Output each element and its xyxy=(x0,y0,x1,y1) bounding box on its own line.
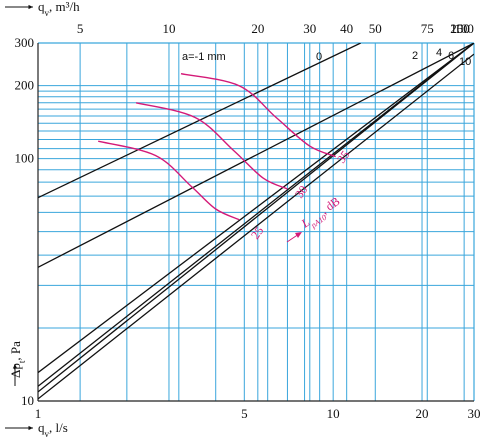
noise-curve-35 xyxy=(180,73,336,158)
x2-tick-label: 20 xyxy=(251,21,264,36)
x-axis-arrow xyxy=(5,425,33,431)
y-tick-label: 300 xyxy=(15,35,35,50)
y-axis-title: Δpt, Pa xyxy=(8,341,27,378)
arrow-head xyxy=(28,425,33,431)
y-axis-arrow xyxy=(12,364,18,386)
grid xyxy=(38,43,474,401)
y-tick-label: 10 xyxy=(21,393,34,408)
line-10 xyxy=(38,53,474,400)
x2-tick-label: 150 xyxy=(450,21,470,36)
labels: 1 5 10 20 305 10 20 30 40 50 75 1001502001010020030… xyxy=(5,0,481,437)
noise-curves xyxy=(98,73,336,221)
x2-tick-label: 75 xyxy=(421,21,434,36)
x-tick-label: 5 xyxy=(241,406,248,421)
plot-frame xyxy=(37,42,475,402)
noise-curve-30 xyxy=(135,102,288,190)
noise-curve-25 xyxy=(98,140,240,221)
noise-arrow-head xyxy=(295,232,302,238)
x2-axis-arrow xyxy=(5,4,33,10)
line-0 xyxy=(38,43,474,268)
x2-tick-label: 200 xyxy=(450,21,470,36)
x2-tick-label: 30 xyxy=(303,21,316,36)
x2-tick-label: 50 xyxy=(369,21,382,36)
x-tick-label: 10 xyxy=(327,406,340,421)
line-label: 0 xyxy=(316,51,322,63)
noise-arrow xyxy=(286,232,302,243)
line-label: a=-1 mm xyxy=(182,51,226,63)
x-axis-title: qv, l/s xyxy=(38,420,68,437)
arrow-head xyxy=(28,4,33,10)
x2-tick-label: 10 xyxy=(162,21,175,36)
x-tick-label: 30 xyxy=(468,406,481,421)
line-label: 4 xyxy=(436,47,442,59)
line-label: 10 xyxy=(459,56,471,68)
x-tick-label: 1 xyxy=(35,406,42,421)
line-6 xyxy=(38,43,474,393)
line-2 xyxy=(38,43,474,374)
x2-tick-label: 40 xyxy=(340,21,353,36)
line-4 xyxy=(38,43,474,387)
x2-tick-label: 100 xyxy=(454,21,474,36)
line-label: 6 xyxy=(448,50,454,62)
x2-axis-title: qv, m³/h xyxy=(38,0,80,18)
pressure-lines xyxy=(38,43,474,400)
y-tick-label: 100 xyxy=(15,151,35,166)
line-label: 2 xyxy=(412,50,418,62)
y-tick-label: 200 xyxy=(15,78,35,93)
noise-label: 25 xyxy=(248,224,266,242)
x-tick-label: 20 xyxy=(416,406,429,421)
arrow-head xyxy=(12,364,18,369)
x2-tick-label: 5 xyxy=(77,21,84,36)
